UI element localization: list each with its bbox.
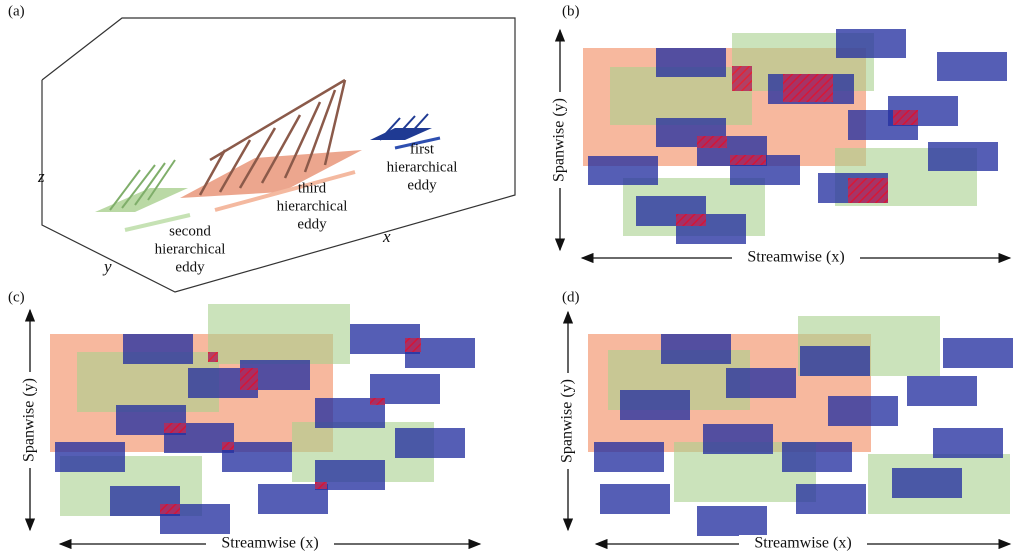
overlap <box>222 442 234 450</box>
eddy-label: hierarchical <box>277 198 348 214</box>
small-eddy <box>800 346 870 376</box>
y-axis-label: Spanwise (y) <box>551 98 568 182</box>
overlap <box>160 504 180 514</box>
small-eddy <box>937 52 1007 81</box>
small-eddy <box>697 506 767 536</box>
panel-c: (c) Spanwise (y) Streamwise (x) <box>8 289 480 553</box>
overlap <box>732 66 752 91</box>
panel-label: (b) <box>562 3 580 19</box>
small-eddy <box>55 442 125 472</box>
y-axis-label: Spanwise (y) <box>559 379 576 463</box>
small-eddy <box>620 390 690 420</box>
overlap <box>208 352 218 362</box>
overlap <box>370 398 385 405</box>
panel-b: (b) Spanwise (y) Streamwise (x) <box>550 3 1010 267</box>
eddy-label: third <box>298 180 327 196</box>
small-eddy <box>123 334 193 364</box>
small-eddy <box>836 29 906 58</box>
small-eddy <box>907 376 977 406</box>
figure: (a) z y x <box>0 0 1031 560</box>
small-eddy <box>594 442 664 472</box>
eddy-label: eddy <box>297 216 327 232</box>
small-eddy <box>588 156 658 185</box>
x-axis-label: Streamwise (x) <box>754 535 851 552</box>
y-axis-label: Spanwise (y) <box>21 378 38 462</box>
small-eddy <box>661 334 731 364</box>
overlap <box>240 368 258 390</box>
eddy-third <box>180 80 362 210</box>
panel-label: (a) <box>8 3 25 19</box>
overlap <box>730 155 766 165</box>
small-eddy <box>703 424 773 454</box>
small-eddy <box>782 442 852 472</box>
eddy-label: eddy <box>407 177 437 193</box>
x-axis-label: Streamwise (x) <box>221 535 318 552</box>
axis-label: z <box>37 167 45 186</box>
small-eddy <box>828 396 898 426</box>
eddy-second <box>95 160 190 230</box>
small-eddy <box>726 368 796 398</box>
overlap <box>676 214 706 226</box>
small-eddy <box>928 142 998 171</box>
panel-d: (d) Spanwise (y) Streamwise (x) <box>558 289 1013 553</box>
panel-label: (c) <box>8 289 25 305</box>
axis-label: x <box>382 227 391 246</box>
panel-a: (a) z y x <box>8 3 515 292</box>
medium-eddy <box>208 304 350 364</box>
overlap <box>893 110 918 125</box>
eddy-label: hierarchical <box>387 159 458 175</box>
small-eddy <box>395 428 465 458</box>
overlap <box>783 74 833 102</box>
eddy-label: eddy <box>175 259 205 275</box>
overlap <box>405 338 421 352</box>
small-eddy <box>943 338 1013 368</box>
overlap <box>315 482 327 489</box>
eddy-label: second <box>169 223 211 239</box>
eddy-label: first <box>410 141 435 157</box>
small-eddy <box>600 484 670 514</box>
panel-label: (d) <box>562 289 580 305</box>
small-eddy <box>933 428 1003 458</box>
x-axis-label: Streamwise (x) <box>747 249 844 266</box>
small-eddy <box>796 484 866 514</box>
small-eddy <box>892 468 962 498</box>
overlap <box>848 178 888 203</box>
axis-label: y <box>102 257 112 276</box>
overlap <box>697 136 727 148</box>
overlap <box>164 423 186 433</box>
eddy-label: hierarchical <box>155 241 226 257</box>
small-eddy <box>656 48 726 77</box>
